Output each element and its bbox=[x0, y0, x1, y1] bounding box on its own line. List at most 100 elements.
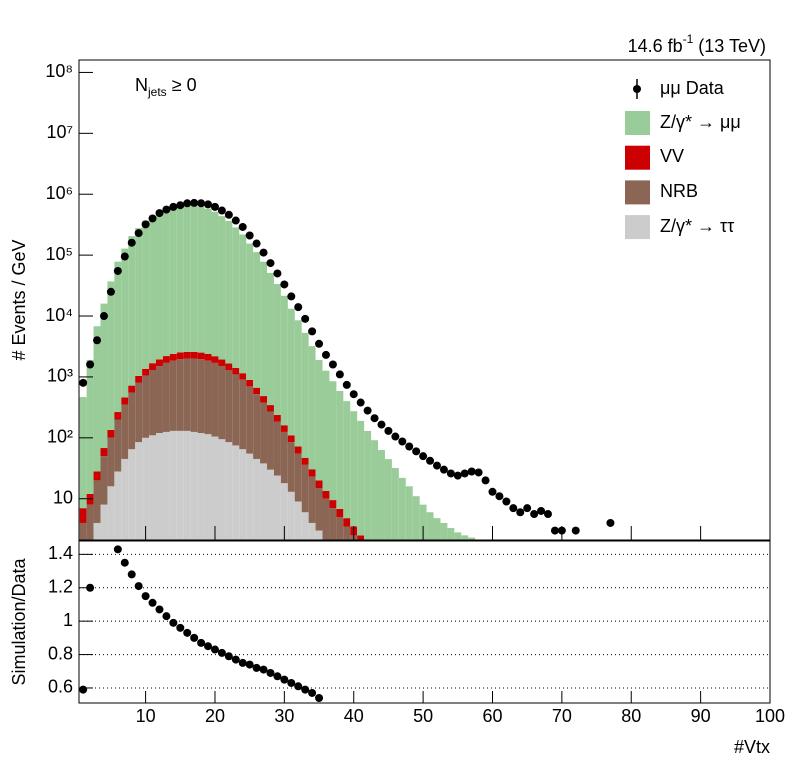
data-point bbox=[398, 437, 407, 446]
data-point bbox=[210, 202, 219, 211]
histogram-bar bbox=[204, 353, 212, 361]
histogram-bar bbox=[149, 215, 157, 364]
ratio-point bbox=[79, 685, 88, 694]
data-point bbox=[252, 239, 261, 248]
x-tick-label: 60 bbox=[482, 706, 502, 726]
histogram-bar bbox=[419, 504, 427, 540]
histogram-bar bbox=[384, 459, 392, 540]
histogram-bar bbox=[322, 498, 330, 540]
legend-swatch bbox=[625, 215, 650, 240]
histogram-bar bbox=[114, 471, 122, 540]
data-point bbox=[606, 518, 615, 527]
ratio-point bbox=[238, 658, 247, 667]
histogram-bar bbox=[107, 437, 115, 487]
histogram-bar bbox=[156, 366, 163, 434]
x-axis-label: #Vtx bbox=[734, 737, 770, 757]
data-point bbox=[481, 476, 490, 485]
ratio-point bbox=[259, 665, 268, 674]
histogram-bar bbox=[79, 508, 87, 523]
histogram-bar bbox=[190, 358, 198, 432]
legend: μμ Data Z/γ* → μμ VV NRB Z/γ* → ττ bbox=[625, 78, 741, 240]
histogram-bar bbox=[225, 369, 233, 443]
histogram-bar bbox=[86, 359, 94, 494]
x-tick-label: 90 bbox=[691, 706, 711, 726]
histogram-bar bbox=[121, 404, 129, 459]
histogram-bar bbox=[287, 435, 295, 443]
histogram-bar bbox=[204, 360, 212, 435]
histogram-bar bbox=[308, 346, 316, 470]
histogram-bar bbox=[169, 360, 177, 431]
y-axis-label: # Events / GeV bbox=[9, 239, 29, 360]
ratio-point bbox=[204, 642, 213, 651]
legend-swatch bbox=[625, 145, 650, 170]
histogram-bar bbox=[461, 535, 469, 540]
y-tick-label: 10⁴ bbox=[45, 305, 73, 325]
histogram-bar bbox=[232, 374, 240, 446]
data-point bbox=[412, 447, 421, 456]
histogram-bar bbox=[176, 430, 184, 540]
histogram-bar bbox=[343, 518, 351, 527]
histogram-bar bbox=[260, 396, 268, 403]
histogram-bar bbox=[100, 504, 108, 540]
ratio-point bbox=[301, 685, 310, 694]
histogram-bar bbox=[260, 402, 268, 464]
histogram-bar bbox=[128, 392, 136, 450]
histogram-bar bbox=[267, 411, 274, 470]
histogram-bar bbox=[267, 469, 274, 540]
histogram-bar bbox=[412, 496, 420, 540]
histogram-bar bbox=[142, 437, 150, 540]
histogram-bar bbox=[128, 449, 136, 540]
histogram-bar bbox=[190, 431, 198, 540]
histogram-bar bbox=[135, 382, 143, 443]
histogram-bar bbox=[169, 207, 177, 354]
data-point bbox=[384, 426, 393, 435]
ratio-point bbox=[231, 655, 240, 664]
histogram-bar bbox=[169, 353, 177, 361]
ratio-point bbox=[245, 660, 254, 669]
ratio-point bbox=[127, 570, 136, 579]
histogram-bar bbox=[128, 236, 136, 386]
histogram-bar bbox=[121, 458, 129, 540]
data-point bbox=[259, 248, 268, 257]
data-point bbox=[301, 314, 310, 323]
histogram-bar bbox=[239, 449, 247, 540]
histogram-bar bbox=[156, 359, 163, 367]
ratio-point bbox=[280, 675, 289, 684]
legend-label: Z/γ* → μμ bbox=[660, 112, 741, 132]
histogram-bar bbox=[86, 504, 94, 540]
histogram-bar bbox=[149, 363, 157, 370]
data-point bbox=[176, 201, 185, 210]
data-point bbox=[419, 452, 428, 461]
histogram-bar bbox=[246, 453, 254, 540]
histogram-bar bbox=[301, 512, 309, 540]
histogram-bar bbox=[232, 445, 240, 540]
histogram-bar bbox=[315, 359, 323, 481]
ratio-point bbox=[183, 628, 192, 637]
histogram-bar bbox=[287, 491, 295, 540]
histogram-bar bbox=[135, 442, 143, 540]
histogram-bar bbox=[280, 425, 288, 432]
y-tick-label: 0.6 bbox=[48, 677, 73, 697]
data-point bbox=[391, 432, 400, 441]
histogram-bar bbox=[197, 433, 205, 540]
legend-label: μμ Data bbox=[660, 78, 725, 98]
data-point bbox=[550, 526, 559, 535]
data-point bbox=[426, 456, 435, 465]
histogram-bar bbox=[162, 356, 170, 363]
histogram-bar bbox=[343, 401, 351, 519]
histogram-bar bbox=[433, 518, 441, 540]
data-point bbox=[349, 390, 358, 399]
data-point bbox=[280, 280, 289, 289]
frame bbox=[78, 540, 771, 704]
legend-label: NRB bbox=[660, 181, 698, 201]
data-point bbox=[79, 378, 88, 387]
data-point bbox=[439, 465, 448, 474]
histogram-bar bbox=[336, 517, 344, 540]
ratio-point bbox=[308, 688, 317, 697]
data-point bbox=[446, 469, 455, 478]
histogram-bar bbox=[294, 453, 302, 502]
histogram-bar bbox=[294, 320, 302, 447]
data-point bbox=[502, 497, 511, 506]
histogram-bar bbox=[232, 227, 240, 368]
histogram-bar bbox=[79, 522, 87, 540]
